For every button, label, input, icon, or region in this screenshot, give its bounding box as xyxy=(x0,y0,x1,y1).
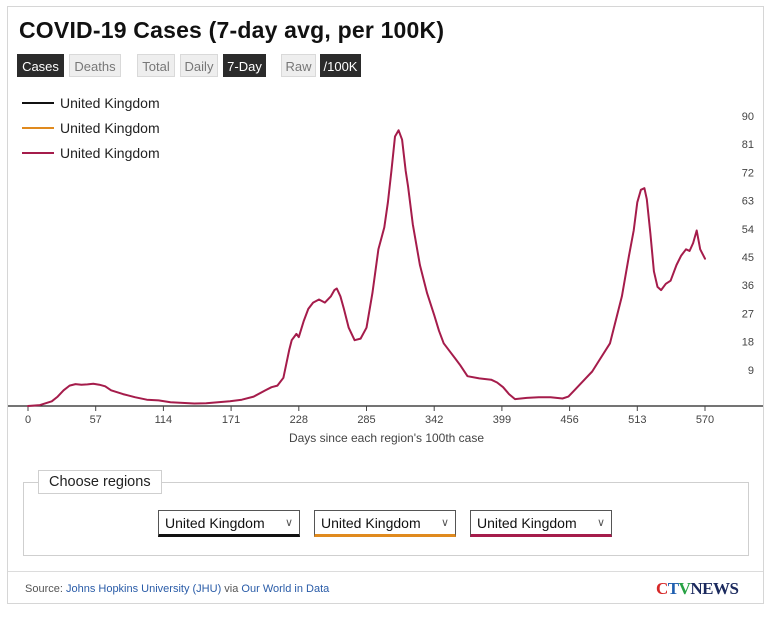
x-tick-label: 171 xyxy=(222,414,240,426)
line-chart: 0 57 114 171 228 285 342 399 456 513 570 9 18 27 36 45 5… xyxy=(8,111,763,445)
daily-toggle-button[interactable]: Daily xyxy=(180,54,218,77)
region-select-value: United Kingdom xyxy=(321,515,421,531)
choose-regions-label: Choose regions xyxy=(38,470,162,494)
chevron-down-icon: ∨ xyxy=(284,517,293,529)
chart-card: COVID-19 Cases (7-day avg, per 100K) Cas… xyxy=(7,6,764,604)
chevron-down-icon: ∨ xyxy=(440,517,449,529)
x-tick-label: 114 xyxy=(155,414,173,426)
per-100k-toggle-button[interactable]: /100K xyxy=(320,54,361,77)
total-toggle-button[interactable]: Total xyxy=(137,54,175,77)
raw-toggle-button[interactable]: Raw xyxy=(281,54,316,77)
x-tick-label: 570 xyxy=(696,414,714,426)
legend-label: United Kingdom xyxy=(60,120,160,136)
y-tick-label: 81 xyxy=(742,139,754,151)
region-select-value: United Kingdom xyxy=(477,515,577,531)
x-tick-label: 456 xyxy=(560,414,578,426)
x-tick-label: 57 xyxy=(90,414,102,426)
deaths-toggle-button[interactable]: Deaths xyxy=(69,54,121,77)
source-via: via xyxy=(221,583,242,595)
seven-day-toggle-button[interactable]: 7-Day xyxy=(223,54,266,77)
y-tick-label: 18 xyxy=(742,337,754,349)
footer-divider xyxy=(8,571,763,572)
x-tick-label: 399 xyxy=(493,414,511,426)
region-select-2[interactable]: United Kingdom ∨ xyxy=(314,510,456,537)
y-tick-label: 9 xyxy=(748,365,754,377)
legend-swatch xyxy=(22,127,54,129)
choose-regions-panel xyxy=(23,482,749,556)
y-tick-label: 27 xyxy=(742,308,754,320)
legend-label: United Kingdom xyxy=(60,145,160,161)
series-line xyxy=(27,129,706,407)
y-tick-label: 54 xyxy=(742,224,754,236)
legend-swatch xyxy=(22,152,54,154)
cases-toggle-button[interactable]: Cases xyxy=(17,54,64,77)
y-tick-label: 72 xyxy=(742,167,754,179)
x-tick-label: 513 xyxy=(628,414,646,426)
region-select-3[interactable]: United Kingdom ∨ xyxy=(470,510,612,537)
region-select-value: United Kingdom xyxy=(165,515,265,531)
x-tick-label: 342 xyxy=(425,414,443,426)
x-axis-label: Days since each region's 100th case xyxy=(289,431,484,445)
ctv-news-logo: CTVNEWS xyxy=(656,579,739,598)
chevron-down-icon: ∨ xyxy=(596,517,605,529)
legend-label: United Kingdom xyxy=(60,95,160,111)
y-tick-label: 45 xyxy=(742,252,754,264)
region-select-1[interactable]: United Kingdom ∨ xyxy=(158,510,300,537)
y-tick-label: 90 xyxy=(742,111,754,123)
y-tick-label: 36 xyxy=(742,280,754,292)
x-tick-label: 228 xyxy=(290,414,308,426)
x-tick-label: 285 xyxy=(357,414,375,426)
jhu-link[interactable]: Johns Hopkins University (JHU) xyxy=(65,583,222,595)
source-credit: Source: Johns Hopkins University (JHU) v… xyxy=(25,583,329,595)
y-tick-label: 63 xyxy=(742,196,754,208)
x-tick-label: 0 xyxy=(25,414,31,426)
source-prefix: Source: xyxy=(25,583,66,595)
chart-title: COVID-19 Cases (7-day avg, per 100K) xyxy=(19,17,445,43)
legend-swatch xyxy=(22,102,54,104)
owid-link[interactable]: Our World in Data xyxy=(241,583,330,595)
